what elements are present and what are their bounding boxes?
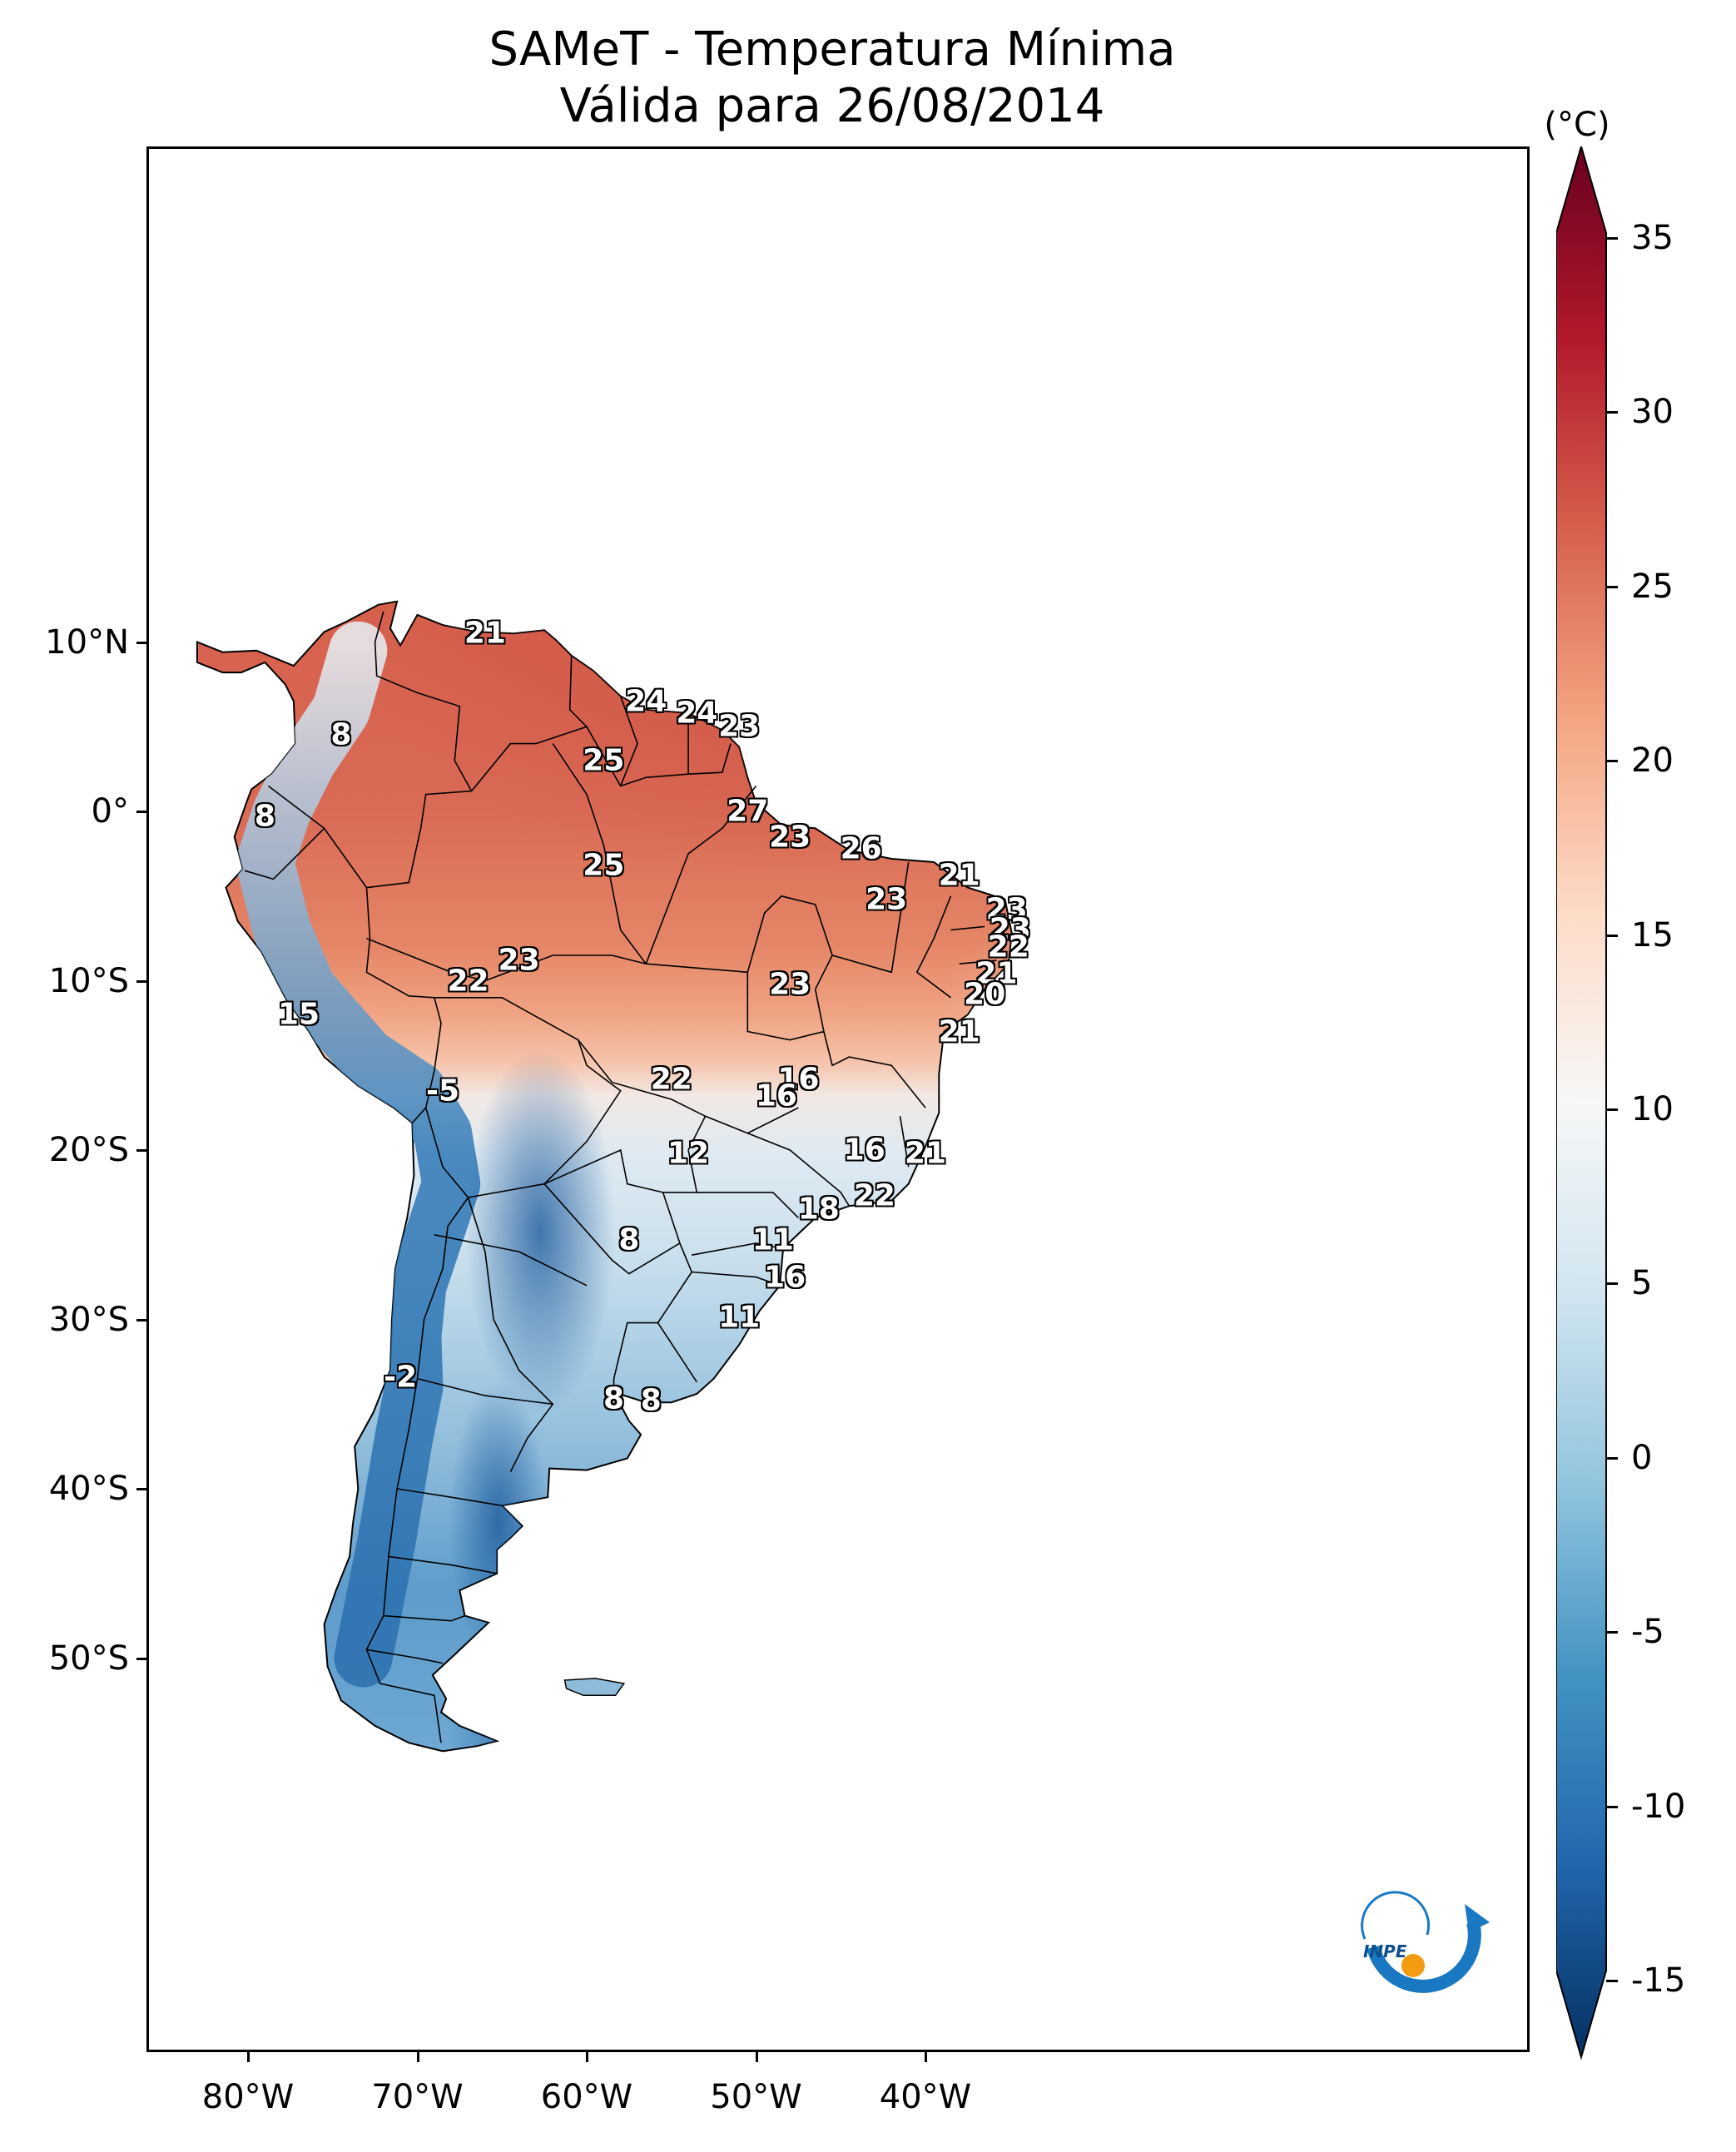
- temperature-value-label: 16: [764, 1260, 806, 1295]
- latitude-tick-mark: [136, 811, 146, 813]
- temperature-value-label: 8: [640, 1383, 662, 1418]
- colorbar-tick-mark: [1606, 1456, 1618, 1460]
- temperature-value-label: 8: [618, 1222, 640, 1257]
- longitude-tick-mark: [247, 2052, 250, 2062]
- temperature-value-label: 24: [625, 684, 667, 719]
- temperature-value-label: 23: [718, 709, 761, 744]
- longitude-tick-mark: [925, 2052, 927, 2062]
- temperature-value-label: -2: [384, 1360, 418, 1395]
- temperature-value-label: -5: [426, 1074, 460, 1108]
- colorbar-tick-label: 15: [1631, 915, 1674, 955]
- colorbar-tick-mark: [1606, 237, 1618, 240]
- temperature-value-label: 11: [751, 1222, 794, 1257]
- temperature-value-label: 8: [603, 1381, 625, 1416]
- latitude-tick-mark: [136, 1318, 146, 1321]
- south-america-temperature-map: [196, 600, 1013, 1753]
- latitude-tick-mark: [136, 641, 146, 644]
- colorbar-tick-mark: [1606, 411, 1618, 414]
- temperature-value-label: 23: [769, 820, 811, 855]
- temperature-value-label: 23: [498, 943, 540, 978]
- colorbar-tick-label: 5: [1631, 1264, 1653, 1303]
- temperature-value-label: 11: [718, 1300, 761, 1335]
- colorbar-tick-mark: [1606, 1805, 1618, 1808]
- colorbar-tick-mark: [1606, 585, 1618, 588]
- temperature-value-label: 25: [583, 743, 625, 778]
- colorbar-tick-mark: [1606, 1108, 1618, 1111]
- latitude-tick-label: 10°S: [48, 961, 129, 1000]
- temperature-value-label: 23: [989, 912, 1031, 947]
- temperature-value-label: 15: [277, 997, 320, 1032]
- svg-text:INPE: INPE: [1363, 1941, 1407, 1961]
- colorbar-tick-mark: [1606, 1282, 1618, 1286]
- latitude-tick-mark: [136, 1488, 146, 1490]
- latitude-tick-label: 20°S: [48, 1131, 129, 1169]
- temperature-value-label: 21: [975, 956, 1018, 991]
- temperature-value-label: 26: [840, 831, 882, 866]
- temperature-value-label: 12: [667, 1136, 710, 1171]
- latitude-tick-label: 50°S: [48, 1639, 129, 1678]
- colorbar-tick-label: -15: [1631, 1961, 1686, 2000]
- temperature-value-label: 16: [843, 1133, 885, 1168]
- longitude-tick-mark: [755, 2052, 758, 2062]
- colorbar-unit-label: (°C): [1544, 106, 1610, 144]
- temperature-value-label: 21: [938, 1014, 980, 1049]
- longitude-tick-mark: [586, 2052, 588, 2062]
- longitude-tick-label: 50°W: [710, 2078, 802, 2116]
- latitude-tick-label: 40°S: [48, 1470, 129, 1508]
- colorbar-tick-label: 20: [1631, 741, 1674, 781]
- colorbar-tick-label: 30: [1631, 393, 1674, 432]
- temperature-value-label: 22: [447, 964, 489, 998]
- latitude-tick-label: 10°N: [45, 622, 129, 662]
- temperature-value-label: 20: [964, 977, 1006, 1012]
- colorbar-tick-label: 35: [1631, 219, 1674, 257]
- colorbar-tick-mark: [1606, 1980, 1618, 1982]
- longitude-tick-mark: [416, 2052, 419, 2062]
- colorbar-tick-mark: [1606, 760, 1618, 763]
- longitude-tick-label: 80°W: [201, 2078, 295, 2116]
- temperature-value-label: 25: [583, 848, 625, 883]
- temperature-value-label: 16: [777, 1062, 820, 1097]
- longitude-tick-label: 60°W: [540, 2078, 633, 2116]
- temperature-value-label: 16: [755, 1078, 797, 1113]
- temperature-value-label: 21: [464, 616, 506, 651]
- latitude-tick-mark: [136, 1657, 146, 1660]
- longitude-tick-label: 40°W: [879, 2078, 972, 2116]
- temperature-value-label: 21: [938, 858, 980, 893]
- latitude-tick-mark: [136, 1149, 146, 1152]
- temperature-value-label: 27: [727, 794, 769, 829]
- temperature-value-label: 23: [769, 967, 811, 1002]
- temperature-value-label: 8: [330, 717, 352, 752]
- latitude-tick-label: 0°: [91, 792, 129, 831]
- latitude-tick-mark: [136, 979, 146, 983]
- temperature-value-label: 23: [866, 882, 908, 917]
- temperature-value-label: 23: [985, 892, 1028, 927]
- colorbar-tick-label: -5: [1631, 1613, 1664, 1652]
- colorbar-tick-label: 0: [1631, 1438, 1653, 1477]
- inpe-logo: INPE: [1361, 1891, 1490, 1993]
- temperature-value-label: 22: [987, 930, 1029, 964]
- map-area: 21 24 24 23 8 25 27 8 23 26 25 21 23 23 23 22 23 21 22 23 20…: [146, 146, 1530, 2052]
- colorbar: [1556, 146, 1607, 2060]
- temperature-value-label: 24: [676, 696, 718, 731]
- colorbar-tick-mark: [1606, 934, 1618, 937]
- latitude-tick-label: 30°S: [48, 1300, 129, 1339]
- colorbar-tick-label: -10: [1631, 1787, 1686, 1826]
- longitude-tick-label: 70°W: [371, 2078, 464, 2116]
- temperature-value-label: 22: [853, 1178, 895, 1213]
- map-subtitle: Válida para 26/08/2014: [559, 79, 1105, 133]
- temperature-value-label: 22: [650, 1062, 692, 1097]
- temperature-value-label: 18: [797, 1192, 840, 1227]
- map-title: SAMeT - Temperatura Mínima: [489, 22, 1176, 77]
- temperature-value-label: 21: [904, 1136, 947, 1171]
- colorbar-tick-label: 10: [1631, 1090, 1674, 1128]
- colorbar-tick-label: 25: [1631, 567, 1674, 606]
- temperature-value-label: 8: [254, 799, 275, 834]
- colorbar-tick-mark: [1606, 1631, 1618, 1634]
